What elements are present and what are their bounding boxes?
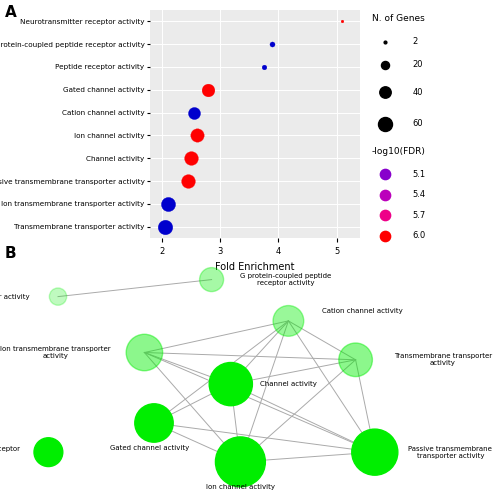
- Point: [184, 177, 192, 185]
- Text: Cation channel activity: Cation channel activity: [322, 308, 402, 314]
- Point: [381, 170, 389, 178]
- Point: [204, 86, 212, 94]
- Point: [187, 154, 195, 162]
- Ellipse shape: [216, 437, 266, 487]
- Text: G protein-coupled peptide
receptor activity: G protein-coupled peptide receptor activ…: [240, 273, 332, 286]
- Ellipse shape: [339, 343, 372, 376]
- Text: 5.1: 5.1: [412, 170, 426, 179]
- Point: [164, 200, 172, 208]
- Point: [190, 109, 198, 117]
- Ellipse shape: [135, 404, 173, 442]
- Text: Gated channel activity: Gated channel activity: [110, 445, 189, 451]
- Text: 5.4: 5.4: [412, 190, 426, 199]
- Text: Ion transmembrane transporter
activity: Ion transmembrane transporter activity: [0, 346, 111, 359]
- Point: [260, 63, 268, 71]
- Text: A: A: [5, 5, 17, 20]
- Text: N. of Genes: N. of Genes: [372, 14, 424, 23]
- Point: [338, 17, 346, 25]
- Text: 40: 40: [412, 88, 423, 97]
- Ellipse shape: [209, 363, 252, 406]
- Text: Neurotransmitter receptor
activity: Neurotransmitter receptor activity: [0, 445, 20, 459]
- Text: Channel activity: Channel activity: [260, 381, 316, 387]
- Text: 60: 60: [412, 120, 423, 128]
- Point: [268, 40, 276, 48]
- Ellipse shape: [126, 334, 162, 371]
- Text: Passive transmembrane
transporter activity: Passive transmembrane transporter activi…: [408, 445, 492, 459]
- Point: [381, 88, 389, 96]
- Text: 6.0: 6.0: [412, 231, 426, 240]
- Text: 20: 20: [412, 60, 423, 69]
- Ellipse shape: [34, 438, 63, 467]
- Ellipse shape: [352, 429, 398, 475]
- Ellipse shape: [200, 268, 224, 292]
- Text: B: B: [5, 246, 16, 260]
- Point: [192, 131, 200, 139]
- Text: Ion channel activity: Ion channel activity: [206, 484, 275, 490]
- Text: Peptide receptor activity: Peptide receptor activity: [0, 294, 29, 300]
- Point: [381, 120, 389, 128]
- Text: -log10(FDR): -log10(FDR): [372, 147, 426, 156]
- Point: [381, 61, 389, 68]
- Point: [381, 38, 389, 46]
- Text: 2: 2: [412, 37, 418, 46]
- Text: 5.7: 5.7: [412, 211, 426, 220]
- Ellipse shape: [50, 288, 66, 305]
- Point: [381, 211, 389, 219]
- Point: [381, 232, 389, 240]
- Point: [381, 191, 389, 199]
- X-axis label: Fold Enrichment: Fold Enrichment: [215, 262, 295, 272]
- Text: Transmembrane transporter
activity: Transmembrane transporter activity: [394, 353, 492, 367]
- Ellipse shape: [273, 306, 304, 336]
- Point: [160, 223, 168, 231]
